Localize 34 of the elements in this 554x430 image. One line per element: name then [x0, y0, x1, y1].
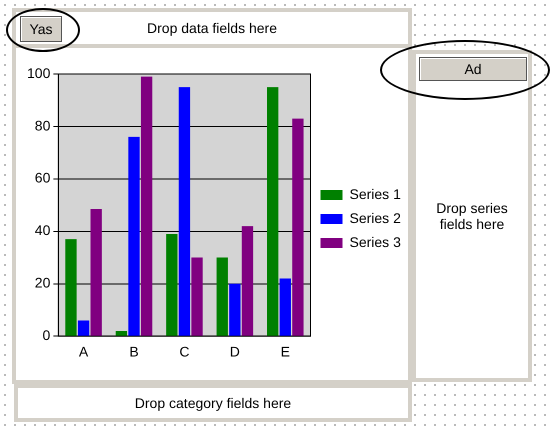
bar [140, 76, 152, 336]
y-tick-label: 20 [34, 274, 51, 291]
bar [229, 284, 241, 336]
bar [292, 118, 304, 336]
y-tick-label: 40 [34, 222, 51, 238]
legend-label: Series 1 [350, 186, 402, 202]
bar [191, 258, 203, 336]
text: Drop category fields here [14, 384, 412, 422]
bar [116, 330, 128, 336]
bar [178, 87, 190, 336]
text: Yas [20, 16, 62, 42]
x-tick-label: C [179, 343, 190, 360]
bar [216, 258, 228, 336]
y-tick-label: 60 [34, 170, 51, 186]
y-tick-label: 80 [34, 117, 51, 134]
x-tick-label: A [78, 343, 89, 360]
bar [78, 320, 90, 336]
bar [90, 209, 102, 336]
bar [166, 234, 178, 336]
bar [65, 239, 77, 336]
legend-label: Series 3 [350, 234, 402, 250]
text: Drop series fields here [435, 200, 509, 232]
legend-label: Series 2 [350, 210, 402, 226]
text: Drop data fields here [147, 20, 277, 36]
text: Ad [419, 57, 527, 81]
x-tick-label: D [230, 343, 240, 360]
bar [128, 136, 140, 336]
bar [267, 87, 278, 336]
x-tick-label: E [280, 343, 290, 360]
y-tick-label: 0 [42, 327, 51, 344]
bar [280, 278, 291, 336]
y-tick-label: 100 [27, 64, 51, 81]
bar [242, 226, 254, 336]
x-tick-label: B [129, 343, 139, 360]
